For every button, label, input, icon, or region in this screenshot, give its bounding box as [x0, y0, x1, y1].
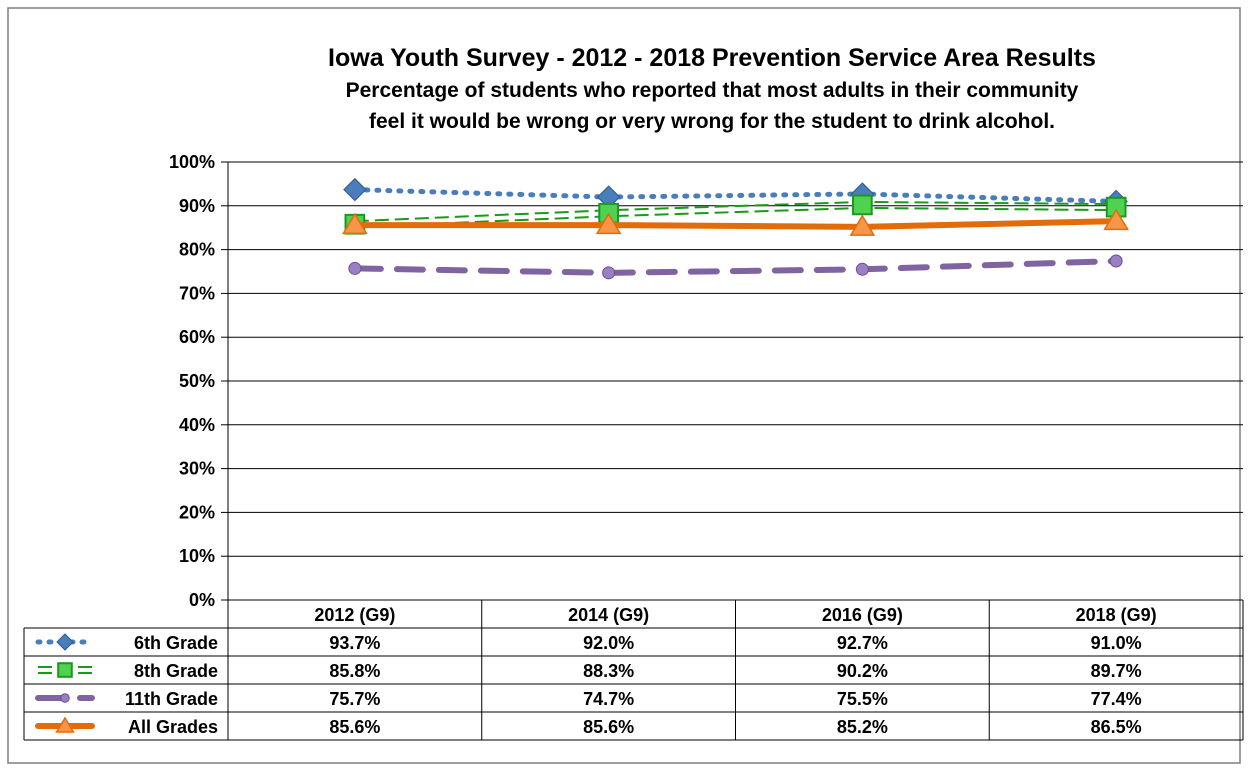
legend-entry: All Grades [128, 717, 218, 737]
chart-subtitle-line1: Percentage of students who reported that… [346, 79, 1079, 102]
legend-key [38, 662, 92, 678]
category-label: 2012 (G9) [314, 605, 395, 625]
data-label: 85.2% [837, 717, 888, 737]
category-label: 2016 (G9) [822, 605, 903, 625]
data-label: 91.0% [1091, 633, 1142, 653]
data-point [348, 261, 362, 275]
y-tick-label: 50% [179, 371, 215, 391]
data-label: 74.7% [583, 689, 634, 709]
series-11th-grade [348, 254, 1123, 280]
data-point [595, 212, 622, 235]
y-tick-label: 70% [179, 283, 215, 303]
series-8th-grade [344, 194, 1127, 235]
data-point [849, 214, 876, 236]
legend-key-marker [60, 693, 70, 703]
legend-key [35, 633, 95, 651]
legend-key-marker [57, 662, 73, 678]
chart-title: Iowa Youth Survey - 2012 - 2018 Preventi… [328, 44, 1096, 72]
data-point [1103, 208, 1129, 231]
legend-entry: 8th Grade [134, 661, 218, 681]
legend-key [35, 693, 95, 703]
data-point [602, 266, 616, 280]
series-lines [342, 177, 1129, 280]
legend-key-marker [55, 716, 75, 733]
data-label: 92.7% [837, 633, 888, 653]
y-tick-label: 10% [179, 546, 215, 566]
data-point [343, 177, 367, 202]
y-tick-label: 60% [179, 327, 215, 347]
data-label: 88.3% [583, 661, 634, 681]
y-tick-label: 20% [179, 502, 215, 522]
y-tick-label: 30% [179, 459, 215, 479]
data-point [342, 212, 368, 235]
y-tick-label: 40% [179, 415, 215, 435]
y-axis-ticks: 0% 10% 20% 30% 40% 50% 60% 70% 80% 90% 100% [169, 152, 215, 610]
y-tick-label: 80% [179, 240, 215, 260]
category-label: 2014 (G9) [568, 605, 649, 625]
data-label: 85.6% [329, 717, 380, 737]
chart-subtitle-line2: feel it would be wrong or very wrong for… [369, 110, 1055, 133]
series-line [354, 200, 1117, 223]
series-line [354, 206, 1117, 229]
data-label: 86.5% [1091, 717, 1142, 737]
data-label: 92.0% [583, 633, 634, 653]
series-all-grades [342, 208, 1129, 236]
data-label: 89.7% [1091, 661, 1142, 681]
y-tick-label: 90% [179, 196, 215, 216]
y-tick-label: 0% [189, 590, 215, 610]
legend-entry: 11th Grade [125, 689, 218, 709]
data-point [1109, 254, 1123, 268]
series-line [351, 218, 1120, 230]
series-line [351, 257, 1120, 276]
data-label: 77.4% [1091, 689, 1142, 709]
legend-key [35, 716, 95, 733]
data-label: 93.7% [329, 633, 380, 653]
data-label: 75.7% [329, 689, 380, 709]
data-label: 75.5% [837, 689, 888, 709]
data-point [852, 194, 873, 216]
data-label: 85.6% [583, 717, 634, 737]
data-table: 2012 (G9) 2014 (G9) 2016 (G9) 2018 (G9) 6th … [23, 599, 1244, 741]
chart-border [7, 7, 1241, 764]
legend-entry: 6th Grade [134, 633, 218, 653]
y-tick-label: 100% [169, 152, 215, 172]
category-label: 2018 (G9) [1076, 605, 1157, 625]
data-label: 90.2% [837, 661, 888, 681]
data-point [855, 262, 869, 276]
data-label: 85.8% [329, 661, 380, 681]
legend-key-marker [56, 633, 74, 651]
